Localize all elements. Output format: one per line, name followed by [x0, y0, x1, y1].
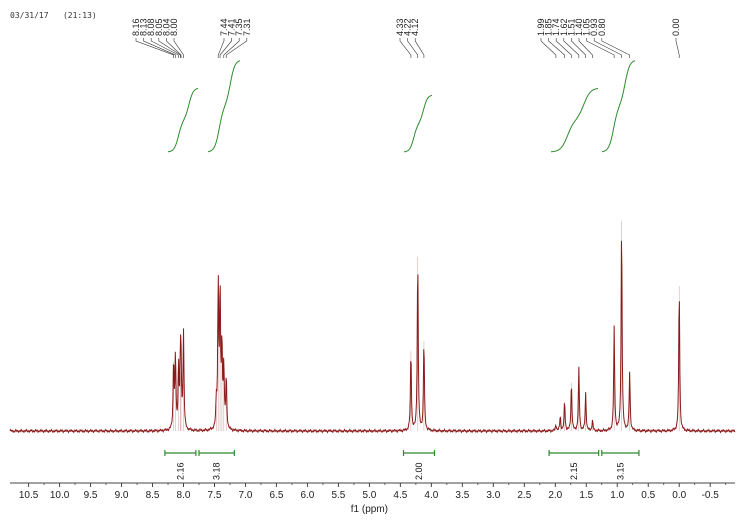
integral-bar-layer: 2.16 3.18 2.00 2.15 3.15	[164, 450, 640, 480]
peak-label: 7.35	[234, 18, 244, 36]
peak-label: 0.00	[671, 18, 681, 36]
peak-label-connector	[586, 38, 615, 58]
peak-label: 4.12	[410, 18, 420, 36]
x-tick-label: 2.5	[517, 490, 531, 501]
peak-label: 4.22	[403, 18, 413, 36]
x-tick-label: 4.5	[393, 490, 407, 501]
peak-label: 4.33	[395, 18, 405, 36]
peak-label-connector	[223, 38, 240, 58]
x-tick-label: 7.0	[239, 490, 253, 501]
peak-label: 8.16	[131, 18, 141, 36]
peak-label: 8.08	[146, 18, 156, 36]
x-axis-title: f1 (ppm)	[351, 504, 388, 515]
peak-label: 8.00	[169, 18, 179, 36]
spectrum-trace-layer	[9, 221, 736, 434]
peak-label: 1.62	[559, 18, 569, 36]
peak-label-connector	[540, 38, 557, 58]
integral-value: 2.15	[569, 462, 579, 480]
x-tick-label: -0.5	[702, 490, 720, 501]
peak-label: 7.41	[227, 18, 237, 36]
peak-label-connector	[578, 38, 593, 58]
peak-label: 7.31	[242, 18, 252, 36]
peak-label-connector	[217, 38, 225, 58]
x-tick-label: 3.5	[455, 490, 469, 501]
peak-label-connector	[399, 38, 412, 58]
peak-label-connector	[593, 38, 622, 58]
peak-label: 1.99	[536, 18, 546, 36]
x-tick-label: 0.0	[672, 490, 686, 501]
x-tick-label: 8.5	[146, 490, 160, 501]
x-tick-label: 7.5	[208, 490, 222, 501]
spectrum-trace	[9, 240, 736, 434]
acquisition-timestamp: 03/31/17 (21:13)	[10, 11, 97, 20]
peak-label-connector	[150, 38, 179, 58]
peak-label: 8.13	[139, 18, 149, 36]
peak-label: 8.05	[154, 18, 164, 36]
integral-value: 3.18	[212, 462, 222, 480]
peak-label-connector	[219, 38, 232, 58]
peak-label: 1.51	[566, 18, 576, 36]
integral-value: 2.00	[414, 462, 424, 480]
x-tick-label: 0.5	[641, 490, 655, 501]
integral-curve	[601, 60, 636, 153]
integral-value: 3.15	[615, 462, 625, 480]
peak-label-connector	[571, 38, 586, 58]
x-tick-label: 3.0	[486, 490, 500, 501]
peak-label-connector	[166, 38, 182, 58]
x-tick-label: 5.0	[362, 490, 376, 501]
x-tick-label: 6.0	[300, 490, 314, 501]
peak-label-connector	[143, 38, 176, 58]
peak-label: 1.40	[574, 18, 584, 36]
peak-label-connector	[135, 38, 174, 58]
peak-label-connector	[601, 38, 630, 58]
integral-curve	[403, 94, 433, 153]
peak-label: 0.93	[589, 18, 599, 36]
peak-label: 1.85	[544, 18, 554, 36]
x-tick-label: 10.5	[19, 490, 39, 501]
peak-label-layer: 8.168.138.088.058.048.00 7.447.417.357.31…	[131, 18, 681, 58]
peak-label-connector	[563, 38, 580, 58]
integral-curve	[167, 88, 199, 153]
integral-curve-layer	[167, 60, 636, 153]
x-tick-label: 8.0	[177, 490, 191, 501]
x-tick-label: 6.5	[269, 490, 283, 501]
x-tick-label: 10.0	[50, 490, 70, 501]
x-tick-label: 2.0	[548, 490, 562, 501]
integral-curve	[550, 88, 599, 153]
peak-label-connector	[548, 38, 565, 58]
x-tick-label: 9.0	[115, 490, 129, 501]
peak-label-connector	[173, 38, 184, 58]
x-tick-label: 4.0	[424, 490, 438, 501]
x-axis: 10.5 10.0 9.5 9.0 8.5 8.0 7.5 7.0 6.5 6.0 5.5 5.0 4.…	[10, 482, 735, 501]
x-tick-label: 1.0	[610, 490, 624, 501]
peak-label-connector	[225, 38, 248, 58]
x-tick-label: 1.5	[579, 490, 593, 501]
peak-label: 1.05	[582, 18, 592, 36]
integral-curve	[207, 60, 241, 153]
x-tick-label: 5.5	[331, 490, 345, 501]
peak-label-connector	[158, 38, 181, 58]
peak-label: 0.80	[597, 18, 607, 36]
integral-value: 2.16	[175, 462, 185, 480]
peak-label-connector	[414, 38, 425, 58]
peak-label: 7.44	[219, 18, 229, 36]
peak-label-connector	[555, 38, 572, 58]
peak-label-connector	[675, 38, 680, 58]
peak-label: 1.74	[551, 18, 561, 36]
x-tick-label: 9.5	[84, 490, 98, 501]
peak-label-connector	[407, 38, 419, 58]
peak-label: 8.04	[161, 18, 171, 36]
